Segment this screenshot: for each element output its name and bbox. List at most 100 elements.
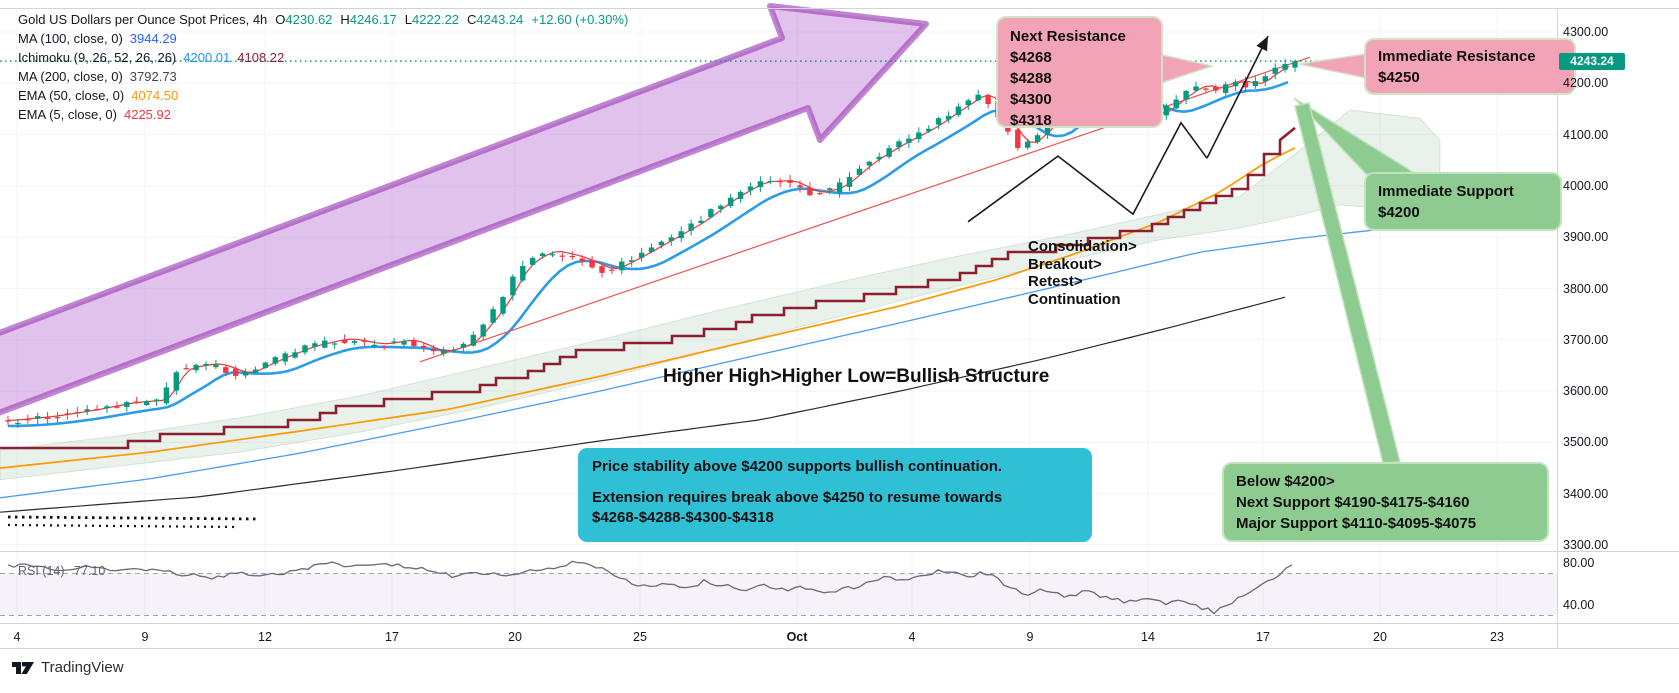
- candle-body: [213, 364, 219, 368]
- callout-next-resistance[interactable]: Next Resistance $4268 $4288 $4300 $4318: [996, 16, 1163, 129]
- price-axis-label: 3700.00: [1563, 332, 1609, 347]
- candle-body: [1252, 81, 1259, 86]
- candle-body: [559, 255, 566, 257]
- callout-line: Next Support $4190-$4175-$4160: [1236, 494, 1470, 511]
- candle-body: [1272, 67, 1278, 74]
- candle-body: [74, 412, 80, 414]
- candle-body: [1193, 86, 1199, 91]
- indicator-legend-row[interactable]: Ichimoku (9, 26, 52, 26, 26) 4200.01 4108.…: [18, 48, 628, 67]
- rsi-label-text: RSI (14): [18, 564, 65, 578]
- candle-body: [143, 401, 150, 406]
- candle-body: [1242, 81, 1249, 88]
- candle-body: [569, 255, 575, 258]
- callout-line: Major Support $4110-$4095-$4075: [1236, 515, 1477, 532]
- callout-immediate-support[interactable]: Immediate Support $4200: [1364, 172, 1562, 231]
- callout-line: Immediate Resistance: [1378, 48, 1536, 65]
- time-axis-label: Oct: [786, 630, 808, 644]
- indicator-legend-row[interactable]: MA (200, close, 0) 3792.73: [18, 67, 628, 86]
- candle-body: [322, 340, 328, 348]
- indicator-legend-row[interactable]: MA (100, close, 0) 3944.29: [18, 29, 628, 48]
- candle-body: [629, 260, 635, 262]
- next-resistance-pointer: [1157, 53, 1215, 86]
- ohlc-value: 4243.24: [476, 12, 524, 27]
- candle-body: [44, 417, 51, 419]
- symbol-title-row[interactable]: Gold US Dollars per Ounce Spot Prices, 4…: [18, 10, 628, 29]
- candle-body: [223, 367, 229, 373]
- price-axis-label: 3300.00: [1563, 538, 1609, 552]
- consolidation-line: Consolidation>: [1028, 238, 1137, 255]
- candle-body: [440, 350, 447, 354]
- candle-body: [480, 324, 486, 337]
- tradingview-branding[interactable]: TradingView: [12, 659, 124, 676]
- candle-body: [134, 401, 140, 403]
- candle-body: [579, 258, 585, 262]
- candle-body: [1262, 76, 1268, 82]
- candle-body: [460, 343, 467, 348]
- candle-body: [856, 168, 863, 175]
- candle-body: [391, 341, 397, 343]
- ohlc-key: L: [404, 12, 413, 27]
- zigzag-structure-line[interactable]: [967, 121, 1208, 223]
- candle-body: [599, 266, 605, 273]
- candle-body: [935, 118, 942, 125]
- callout-line: [592, 477, 1078, 488]
- ichimoku-kijun-line: [0, 126, 1296, 450]
- candle-body: [728, 197, 734, 206]
- price-axis-label: 3500.00: [1563, 435, 1609, 450]
- candle-body: [916, 132, 922, 139]
- candle-body: [470, 334, 476, 346]
- ohlc-value: 4230.62: [285, 12, 333, 27]
- candle-body: [15, 422, 21, 425]
- candle-body: [737, 192, 744, 199]
- time-axis-label: 12: [258, 630, 272, 644]
- price-axis-label: 3600.00: [1563, 384, 1609, 399]
- ichimoku-tenkan-line: [7, 80, 1289, 428]
- ohlc-key: H: [340, 12, 350, 27]
- time-axis-label: 17: [385, 630, 399, 644]
- candle-body: [886, 148, 892, 157]
- indicator-legend-row[interactable]: EMA (50, close, 0) 4074.50: [18, 86, 628, 105]
- candle-body: [1183, 90, 1189, 100]
- candle-body: [312, 343, 318, 347]
- candle-body: [549, 254, 556, 256]
- price-axis-label: 4100.00: [1563, 127, 1609, 142]
- candle-body: [836, 182, 843, 193]
- last-price-badge: 4243.24: [1559, 53, 1625, 70]
- candle-body: [104, 406, 110, 409]
- indicator-label: MA (100, close, 0): [18, 31, 123, 46]
- candle-body: [64, 413, 71, 415]
- rsi-axis-label: 80.00: [1563, 556, 1595, 570]
- callout-line: $4318: [1010, 112, 1052, 129]
- candle-body: [84, 409, 90, 412]
- candle-body: [926, 128, 932, 132]
- time-axis-label: 20: [1373, 630, 1387, 644]
- candle-body: [1015, 129, 1021, 149]
- callout-immediate-resistance[interactable]: Immediate Resistance $4250: [1364, 38, 1576, 95]
- callout-line: $4200: [1378, 204, 1420, 221]
- candle-body: [500, 296, 506, 314]
- candle-body: [688, 223, 694, 231]
- candle-body: [341, 339, 348, 343]
- price-axis-label: 3900.00: [1563, 230, 1609, 245]
- time-axis-label: 17: [1256, 630, 1270, 644]
- indicator-legend[interactable]: Gold US Dollars per Ounce Spot Prices, 4…: [18, 10, 628, 124]
- candle-body: [698, 220, 704, 224]
- bullish-trend-arrow[interactable]: [0, 3, 929, 417]
- price-axis-label: 4200.00: [1563, 76, 1609, 91]
- indicator-legend-row[interactable]: EMA (5, close, 0) 4225.92: [18, 105, 628, 124]
- candle-body: [609, 269, 615, 271]
- rsi-status-line[interactable]: RSI (14) 77.10: [18, 564, 105, 578]
- callout-below-support[interactable]: Below $4200> Next Support $4190-$4175-$41…: [1222, 462, 1549, 542]
- candle-body: [906, 138, 912, 143]
- candle-body: [777, 180, 783, 183]
- candle-body: [183, 368, 189, 370]
- callout-line: Next Resistance: [1010, 28, 1126, 45]
- callout-price-stability-note[interactable]: Price stability above $4200 supports bul…: [578, 448, 1092, 542]
- indicator-value: 3944.29: [129, 31, 177, 46]
- ema50-line: [0, 147, 1296, 469]
- indicator-label: EMA (50, close, 0): [18, 88, 125, 103]
- candle-body: [638, 252, 645, 258]
- candle-body: [747, 186, 754, 191]
- breakout-arrow-line[interactable]: [1206, 35, 1269, 159]
- indicator-value: 4225.92: [123, 107, 171, 122]
